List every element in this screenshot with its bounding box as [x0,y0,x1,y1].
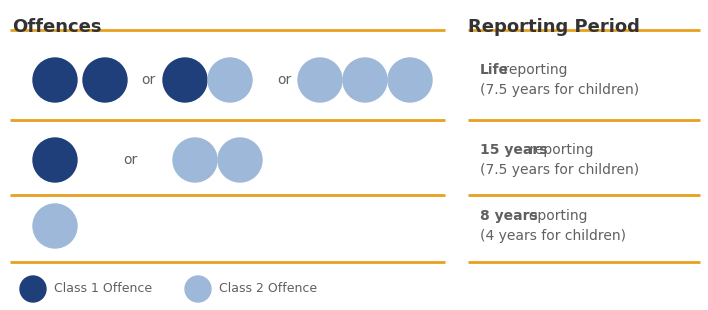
Text: Offences: Offences [12,18,101,36]
Text: 8 years: 8 years [480,209,538,223]
Text: Reporting Period: Reporting Period [468,18,640,36]
Circle shape [83,58,127,102]
Text: 15 years: 15 years [480,143,547,157]
Text: (7.5 years for children): (7.5 years for children) [480,83,639,97]
Circle shape [33,138,77,182]
Circle shape [388,58,432,102]
Text: reporting: reporting [499,63,568,77]
Circle shape [173,138,217,182]
Text: (7.5 years for children): (7.5 years for children) [480,163,639,177]
Circle shape [33,204,77,248]
Text: Life: Life [480,63,509,77]
Text: reporting: reporting [525,143,594,157]
Circle shape [343,58,387,102]
Circle shape [33,58,77,102]
Text: or: or [141,73,155,87]
Circle shape [185,276,211,302]
Circle shape [218,138,262,182]
Text: Class 1 Offence: Class 1 Offence [54,282,152,295]
Text: or: or [123,153,137,167]
Text: reporting: reporting [519,209,587,223]
Text: (4 years for children): (4 years for children) [480,229,626,243]
Circle shape [298,58,342,102]
Circle shape [208,58,252,102]
Text: Class 2 Offence: Class 2 Offence [219,282,317,295]
Text: or: or [277,73,291,87]
Circle shape [163,58,207,102]
Circle shape [20,276,46,302]
